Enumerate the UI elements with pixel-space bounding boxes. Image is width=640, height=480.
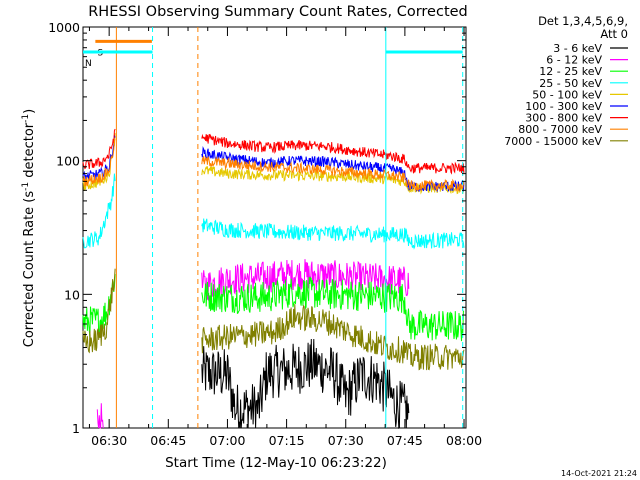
x-tick-label: 07:30 xyxy=(328,433,364,448)
y-axis-label-sup1: -1 xyxy=(21,182,31,191)
series-3-6-kev-line-1 xyxy=(201,338,410,430)
y-axis-label-sup2: -1 xyxy=(21,114,31,123)
legend-entry-label: 100 - 300 keV xyxy=(525,100,602,113)
series-7000-15000-kev-line-2 xyxy=(201,304,465,371)
legend-header-line2: Att 0 xyxy=(600,27,628,41)
flag-label-n: N xyxy=(85,59,92,69)
series-100-300-kev-line-1 xyxy=(82,135,116,182)
x-tick-label: 07:15 xyxy=(269,433,305,448)
chart-title: RHESSI Observing Summary Count Rates, Co… xyxy=(88,4,468,20)
legend-entry-label: 50 - 100 keV xyxy=(532,88,602,101)
legend-entry-label: 800 - 7000 keV xyxy=(518,123,602,136)
series-800-7000-kev-line-2 xyxy=(201,155,465,193)
series-25-50-kev-line-1 xyxy=(82,173,116,249)
y-axis-label: Corrected Count Rate (s-1 detector-1) xyxy=(21,109,37,347)
x-axis-label: Start Time (12-May-10 06:23:22) xyxy=(165,455,387,471)
y-tick-label: 10 xyxy=(64,287,80,302)
x-tick-label: 08:00 xyxy=(446,433,482,448)
series-800-7000-kev-line-1 xyxy=(82,137,116,187)
x-tick-label: 06:30 xyxy=(91,433,127,448)
x-tick-label: 07:00 xyxy=(209,433,245,448)
series-6-12-kev-line-2 xyxy=(201,259,410,301)
legend-header-line1: Det 1,3,4,5,6,9, xyxy=(538,14,628,28)
y-axis-label-end: ) xyxy=(22,109,37,114)
plot-frame xyxy=(82,26,467,429)
x-tick-label: 07:45 xyxy=(387,433,423,448)
series-6-12-kev-line-1 xyxy=(96,403,104,429)
series-300-800-kev-line-1 xyxy=(82,128,116,170)
y-tick-label: 1000 xyxy=(48,20,80,35)
y-tick-label: 1 xyxy=(72,421,80,436)
overlay-layer: SN xyxy=(83,27,464,428)
legend-entry-label: 25 - 50 keV xyxy=(539,77,602,90)
y-tick-label: 100 xyxy=(56,154,80,169)
footer-timestamp: 14-Oct-2021 21:24 xyxy=(561,469,637,478)
series-layer xyxy=(82,128,465,430)
series-7000-15000-kev-line-1 xyxy=(82,268,116,354)
series-100-300-kev-line-2 xyxy=(201,146,465,192)
legend-entry-label: 300 - 800 keV xyxy=(525,112,602,125)
series-25-50-kev-line-2 xyxy=(201,218,465,250)
legend-entry-label: 12 - 25 keV xyxy=(539,65,602,78)
legend-entry-label: 3 - 6 keV xyxy=(553,42,602,55)
y-axis-label-mid: detector xyxy=(22,122,37,182)
y-axis-label-main: Corrected Count Rate (s xyxy=(22,191,37,348)
legend-entry-label: 7000 - 15000 keV xyxy=(504,135,602,148)
series-12-25-kev-line-2 xyxy=(201,276,465,342)
x-tick-label: 06:45 xyxy=(150,433,186,448)
series-300-800-kev-line-2 xyxy=(201,133,465,175)
axis-layer: 06:30 06:45 07:00 07:15 07:30 07:45 08:00 1 10 10… xyxy=(48,20,482,448)
legend-entry-label: 6 - 12 keV xyxy=(546,54,602,67)
